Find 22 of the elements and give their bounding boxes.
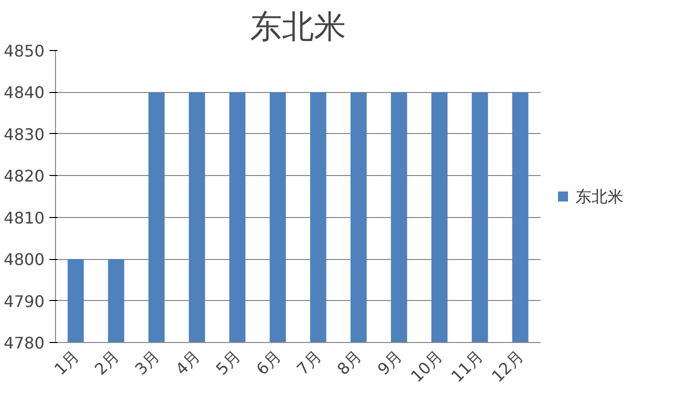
x-tick-label: 1月 <box>50 346 82 379</box>
x-tick-label: 11月 <box>447 346 487 386</box>
y-tick-label: 4840 <box>4 83 44 102</box>
y-tick-label: 4830 <box>4 124 44 144</box>
legend-label: 东北米 <box>576 187 624 206</box>
x-tick-label: 12月 <box>488 346 528 386</box>
x-tick-label: 8月 <box>333 346 366 379</box>
x-tick-label: 7月 <box>292 346 325 379</box>
x-tick-label: 5月 <box>212 346 244 379</box>
y-tick-label: 4790 <box>4 292 44 311</box>
x-tick-label: 4月 <box>172 346 204 379</box>
x-tick-label: 9月 <box>374 346 406 379</box>
y-tick-label: 4850 <box>4 42 44 60</box>
y-tick-label: 4780 <box>4 334 44 352</box>
y-tick-label: 4800 <box>4 250 44 270</box>
x-tick-label: 6月 <box>252 346 285 379</box>
y-tick-label: 4820 <box>4 166 44 186</box>
chart-title: 东北米 <box>250 8 346 46</box>
y-tick-label: 4810 <box>4 208 44 228</box>
x-tick-label: 2月 <box>90 346 123 379</box>
x-tick-label: 3月 <box>131 346 164 379</box>
x-tick-label: 10月 <box>407 346 446 386</box>
